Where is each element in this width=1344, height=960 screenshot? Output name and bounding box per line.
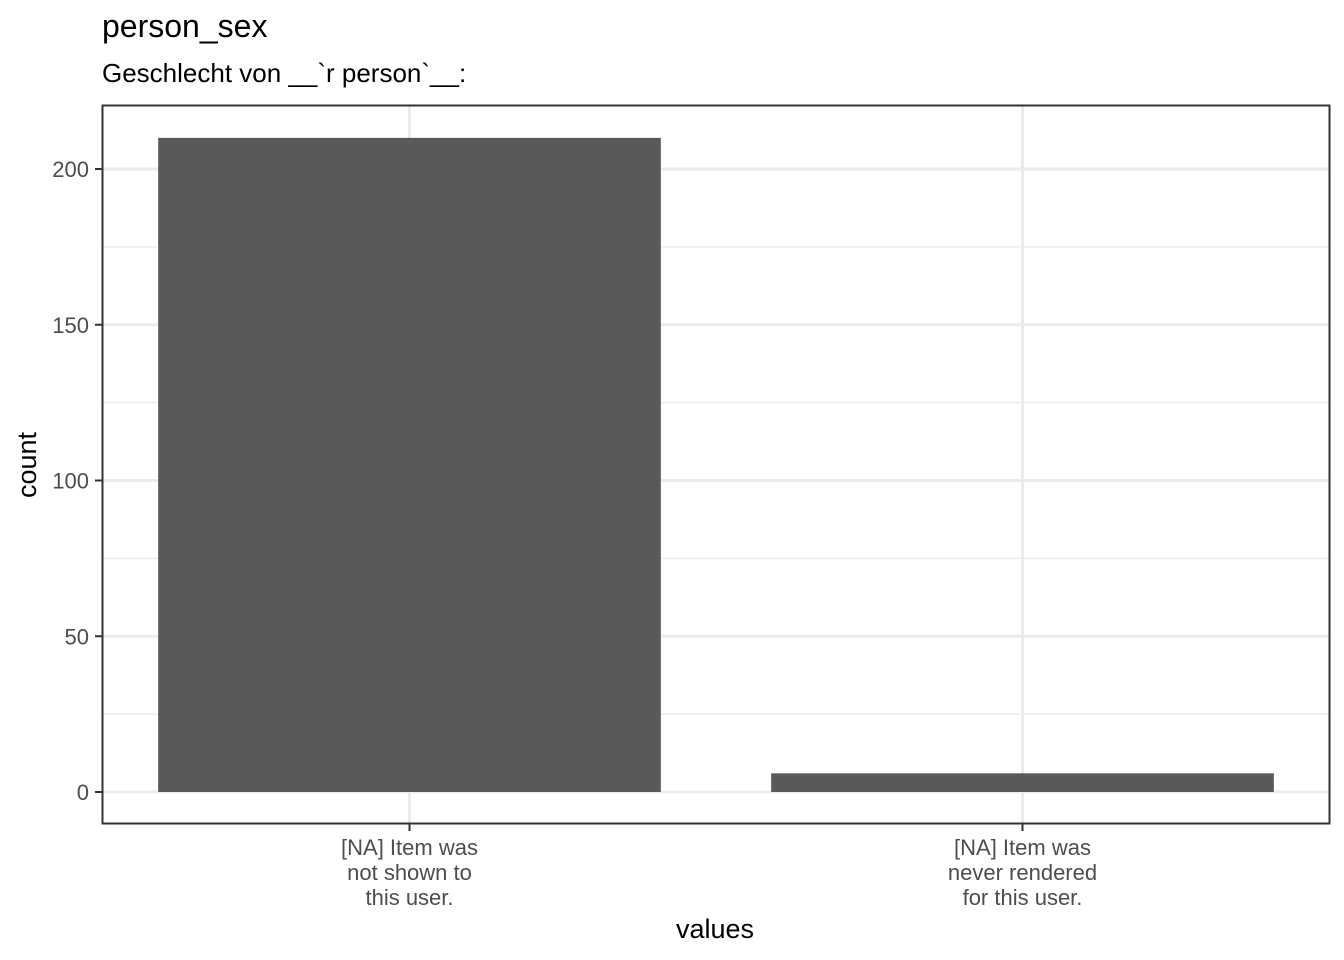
y-axis: 0 50 100 150 200 <box>52 157 103 805</box>
chart-subtitle: Geschlecht von __`r person`__: <box>102 58 467 88</box>
chart-title: person_sex <box>102 8 268 44</box>
x-axis: [NA] Item was not shown to this user. [NA] … <box>341 823 1097 910</box>
y-tick-label: 100 <box>52 469 89 494</box>
y-tick-label: 50 <box>65 624 89 649</box>
bars <box>158 137 1274 793</box>
bar <box>771 773 1274 792</box>
y-tick-label: 150 <box>52 313 89 338</box>
y-tick-label: 200 <box>52 157 89 182</box>
x-tick-label: [NA] Item was not shown to this user. <box>341 835 478 910</box>
x-tick-label: [NA] Item was never rendered for this user… <box>948 835 1097 910</box>
x-axis-title: values <box>676 914 754 944</box>
bar <box>158 137 661 793</box>
y-axis-title: count <box>12 431 42 498</box>
y-tick-label: 0 <box>77 780 89 805</box>
panel-border <box>101 104 1331 825</box>
